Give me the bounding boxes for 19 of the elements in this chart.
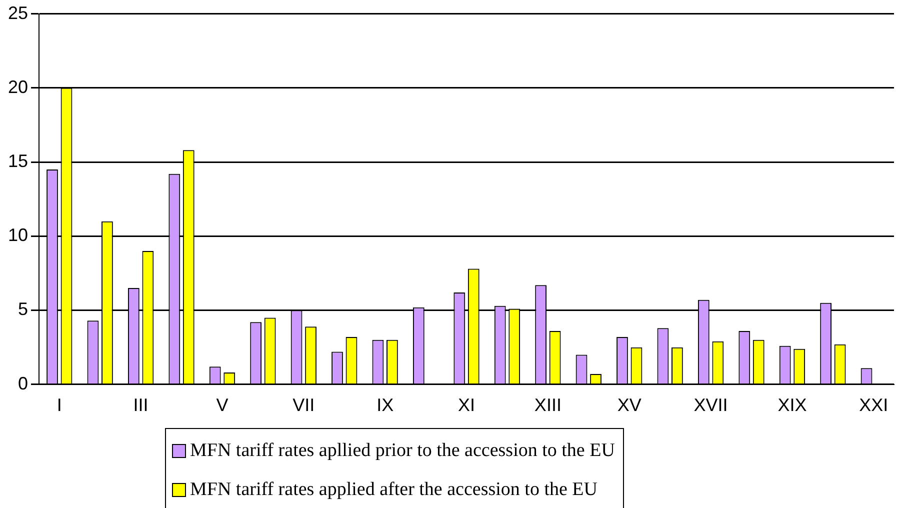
x-tick-label: XIX bbox=[778, 395, 807, 416]
legend-label: MFN tariff rates applied after the accession to the EU bbox=[190, 478, 598, 502]
x-tick-label: III bbox=[133, 395, 148, 416]
x-tick-label: XV bbox=[617, 395, 642, 416]
y-tick-label: 20 bbox=[8, 76, 28, 97]
x-tick-label: IX bbox=[376, 395, 394, 416]
x-tick-label: I bbox=[56, 395, 62, 416]
y-tick-label: 25 bbox=[8, 2, 28, 23]
x-tick-label: XI bbox=[458, 395, 476, 416]
x-tick-label: XIII bbox=[534, 395, 562, 416]
x-tick-label: XVII bbox=[694, 395, 728, 416]
y-tick-label: 10 bbox=[8, 225, 28, 246]
x-tick-label: XXI bbox=[859, 395, 888, 416]
legend-label: MFN tariff rates apllied prior to the accession to the EU bbox=[190, 439, 615, 463]
y-tick-label: 15 bbox=[8, 151, 28, 172]
x-tick-label: V bbox=[216, 395, 228, 416]
y-tick-label: 0 bbox=[18, 373, 28, 394]
x-tick-label: VII bbox=[292, 395, 315, 416]
y-tick-label: 5 bbox=[18, 299, 28, 320]
